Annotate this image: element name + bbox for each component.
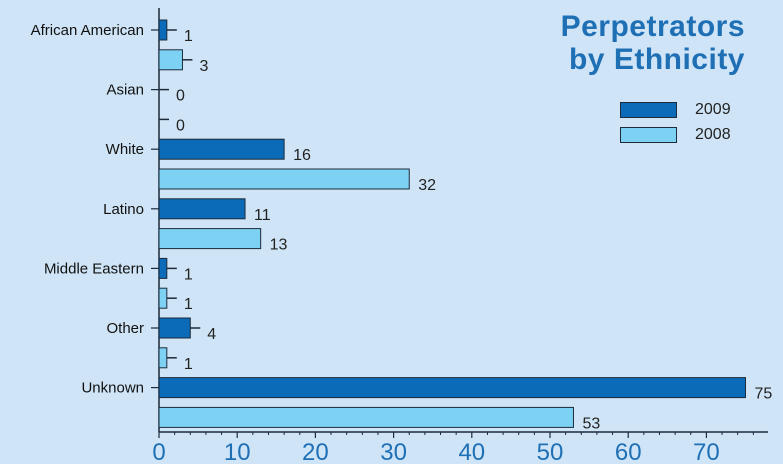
value-label-unknown-2008: 53 (582, 415, 600, 432)
x-tick-label-30: 30 (380, 439, 407, 464)
value-label-middle-eastern-2008: 1 (184, 296, 193, 313)
bar-white-2008 (158, 168, 410, 190)
bar-middle-eastern-2009 (158, 257, 168, 279)
bar-unknown-2008 (158, 406, 574, 428)
bar-latino-2008 (158, 228, 262, 250)
value-label-unknown-2009: 75 (755, 386, 773, 403)
category-label-white: White (106, 141, 144, 158)
category-label-asian: Asian (106, 82, 144, 99)
bar-unknown-2009 (158, 377, 746, 399)
value-label-latino-2008: 13 (270, 237, 288, 254)
value-label-other-2008: 1 (184, 356, 193, 373)
value-label-other-2009: 4 (207, 326, 216, 343)
bar-african-american-2009 (158, 19, 168, 41)
value-label-white-2009: 16 (293, 147, 311, 164)
x-tick-label-40: 40 (458, 439, 485, 464)
value-label-middle-eastern-2009: 1 (184, 266, 193, 283)
x-tick-label-60: 60 (615, 439, 642, 464)
bar-african-american-2008 (158, 49, 183, 71)
chart-title-line-1: Perpetrators (560, 10, 745, 43)
legend-label-2008: 2008 (695, 126, 731, 143)
legend-swatch-2008 (620, 127, 677, 143)
legend-label-2009: 2009 (695, 101, 731, 118)
bar-other-2008 (158, 347, 168, 369)
legend-swatch-2009 (620, 102, 677, 118)
category-label-other: Other (106, 320, 144, 337)
value-label-african-american-2009: 1 (184, 28, 193, 45)
x-tick-label-0: 0 (152, 439, 165, 464)
bar-middle-eastern-2008 (158, 287, 168, 309)
value-label-asian-2009: 0 (176, 88, 185, 105)
category-label-unknown: Unknown (81, 380, 144, 397)
value-label-asian-2008: 0 (176, 117, 185, 134)
chart-title-line-2: by Ethnicity (568, 43, 745, 76)
category-label-african-american: African American (31, 22, 144, 39)
value-label-african-american-2008: 3 (199, 58, 208, 75)
x-tick-label-70: 70 (693, 439, 720, 464)
bar-white-2009 (158, 138, 285, 160)
bar-other-2009 (158, 317, 191, 339)
value-label-latino-2009: 11 (254, 207, 271, 224)
x-tick-label-20: 20 (302, 439, 329, 464)
x-tick-label-50: 50 (537, 439, 564, 464)
bar-latino-2009 (158, 198, 246, 220)
category-label-middle-eastern: Middle Eastern (44, 260, 144, 277)
value-label-white-2008: 32 (418, 177, 436, 194)
x-tick-label-10: 10 (224, 439, 251, 464)
category-label-latino: Latino (103, 201, 144, 218)
